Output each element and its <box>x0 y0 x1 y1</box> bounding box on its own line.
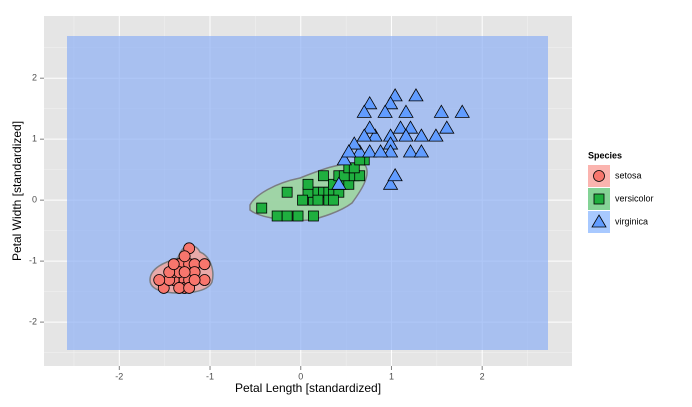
x-tick-label: 0 <box>298 371 303 381</box>
point <box>392 120 409 134</box>
legend: Species setosa versicolor virginica <box>588 150 654 233</box>
point <box>382 96 399 110</box>
point <box>413 144 430 158</box>
point <box>271 210 283 222</box>
legend-symbol <box>591 214 607 228</box>
point <box>402 144 419 158</box>
point <box>354 170 366 182</box>
point <box>356 128 372 142</box>
point <box>173 282 186 294</box>
point <box>167 258 180 271</box>
point <box>433 104 450 118</box>
point <box>398 104 414 118</box>
legend-label: setosa <box>615 170 642 180</box>
x-tick-label: 1 <box>389 371 394 381</box>
point <box>318 170 329 182</box>
axes: -2 -1 0 1 2 -2 -1 0 1 2 <box>29 73 485 382</box>
x-axis-title: Petal Length [standardized] <box>235 381 381 395</box>
point <box>348 162 360 174</box>
point <box>153 274 166 286</box>
point <box>281 210 293 222</box>
point <box>336 152 352 166</box>
y-tick-label: 2 <box>32 73 37 83</box>
point <box>428 128 444 142</box>
point <box>367 128 383 142</box>
point <box>361 120 378 134</box>
point <box>439 120 455 134</box>
legend-symbol <box>593 193 605 205</box>
point <box>356 104 372 118</box>
point <box>382 176 399 190</box>
point <box>297 194 308 206</box>
legend-label: versicolor <box>615 193 654 203</box>
point <box>178 250 191 263</box>
point <box>382 144 399 158</box>
point <box>198 274 211 286</box>
legend-label: virginica <box>615 216 648 226</box>
y-tick-label: 1 <box>32 134 37 144</box>
point <box>352 144 368 158</box>
point <box>302 178 314 190</box>
point <box>198 258 211 271</box>
point <box>408 88 424 102</box>
point <box>346 136 362 150</box>
x-tick-label: -2 <box>115 371 123 381</box>
point <box>281 186 293 198</box>
point <box>372 144 389 158</box>
point <box>312 194 324 206</box>
point <box>178 266 191 278</box>
point <box>188 274 201 286</box>
point <box>292 210 304 222</box>
x-tick-label: 2 <box>480 371 485 381</box>
point <box>308 210 319 222</box>
points <box>153 88 470 294</box>
point <box>328 194 339 206</box>
point <box>331 176 347 190</box>
y-tick-label: -2 <box>29 316 37 326</box>
point <box>377 104 393 118</box>
point <box>256 202 268 214</box>
point <box>454 104 470 118</box>
y-tick-label: -1 <box>29 255 37 265</box>
legend-symbol <box>593 170 605 182</box>
point <box>361 144 378 158</box>
point <box>361 96 378 110</box>
point <box>398 128 414 142</box>
y-axis-title: Petal Width [standardized] <box>10 121 24 261</box>
point <box>387 167 403 182</box>
point <box>413 128 430 142</box>
point <box>341 144 357 158</box>
y-tick-label: 0 <box>32 195 37 205</box>
legend-title: Species <box>588 150 622 160</box>
x-tick-label: -1 <box>206 371 214 381</box>
